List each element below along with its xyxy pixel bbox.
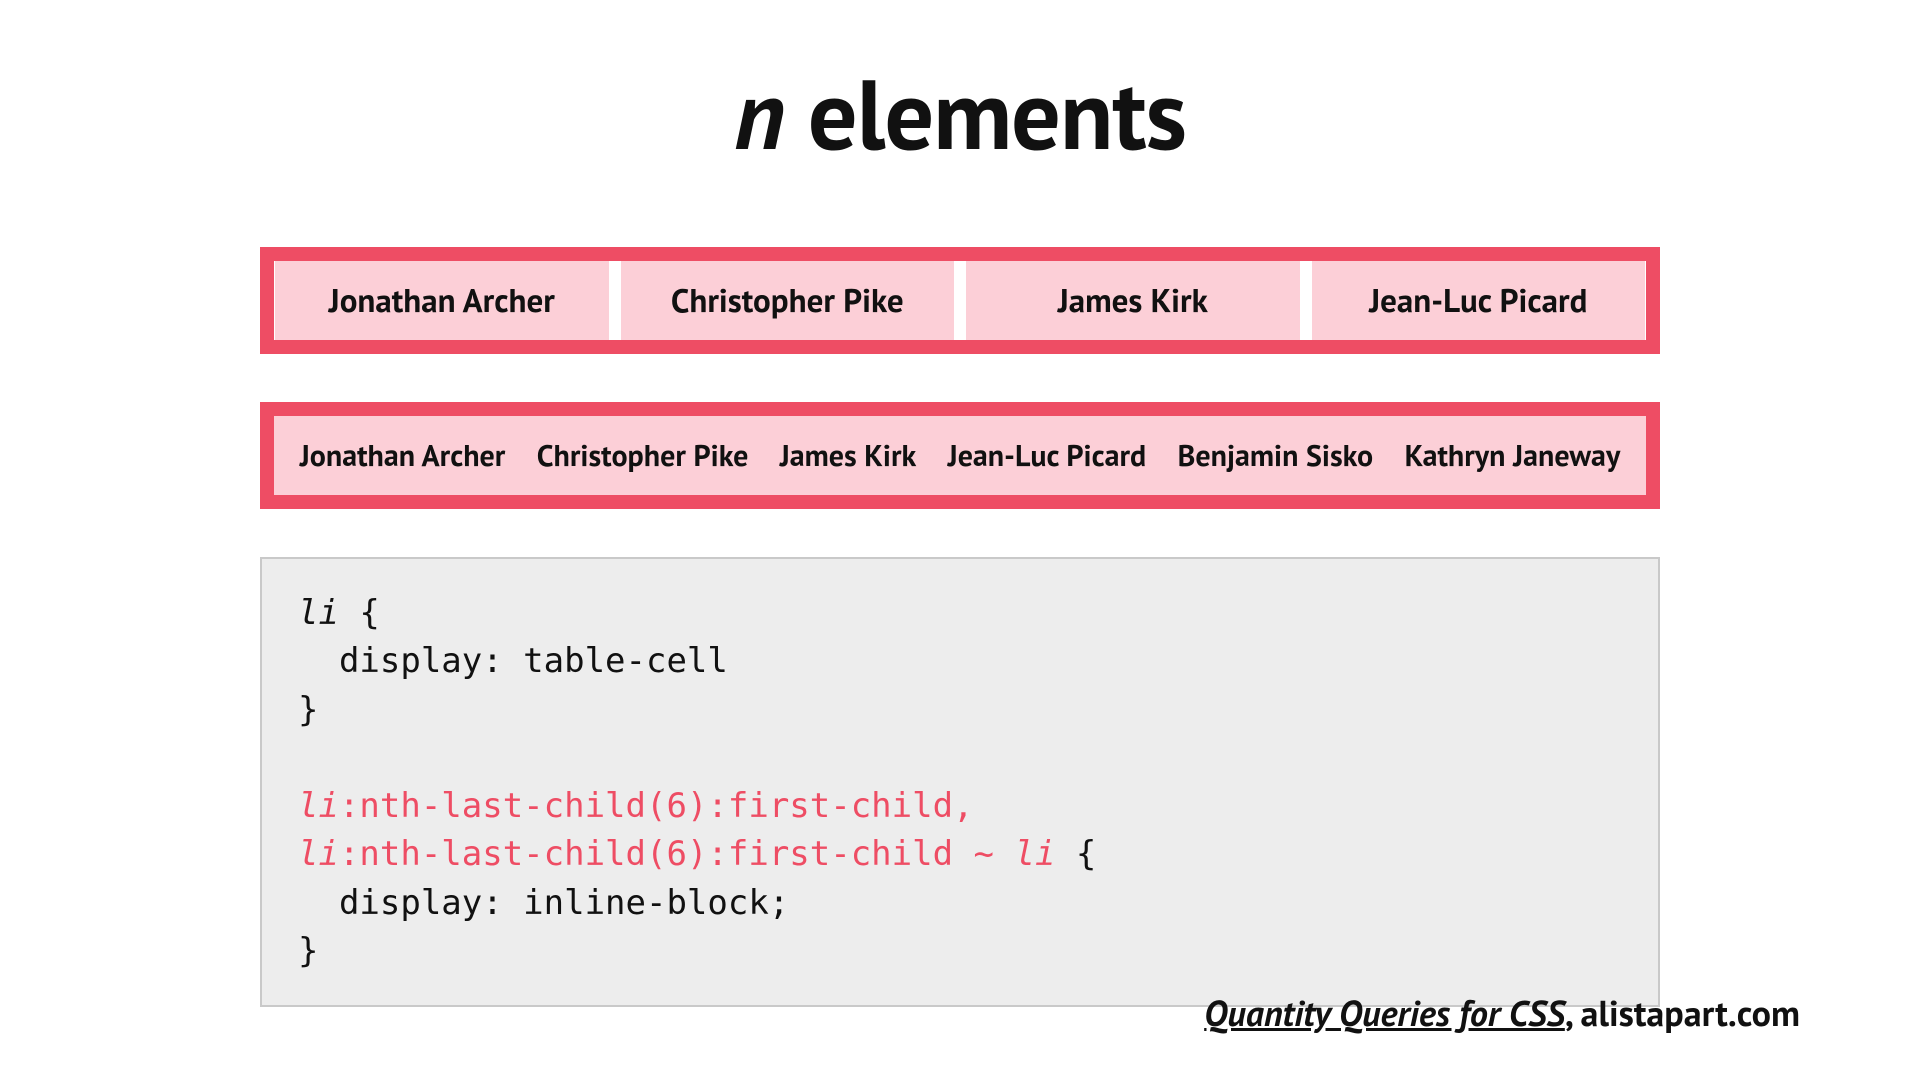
- title-rest: elements: [784, 50, 1186, 177]
- citation-sep: ,: [1565, 989, 1581, 1036]
- list-item: Jean-Luc Picard: [940, 436, 1155, 475]
- citation-link[interactable]: Quantity Queries for CSS: [1204, 989, 1565, 1036]
- list-item: Jonathan Archer: [292, 436, 514, 475]
- list-item: Kathryn Janeway: [1397, 436, 1629, 475]
- slide: n elements Jonathan ArcherChristopher Pi…: [0, 0, 1920, 1080]
- list-item: Benjamin Sisko: [1170, 436, 1382, 475]
- list-item: Jean-Luc Picard: [1312, 261, 1646, 340]
- list-item: Christopher Pike: [529, 436, 757, 475]
- slide-title: n elements: [260, 50, 1660, 177]
- title-n: n: [734, 50, 784, 177]
- css-code-block: li { display: table-cell} li:nth-last-ch…: [260, 557, 1660, 1007]
- citation-site: alistapart.com: [1581, 989, 1800, 1036]
- list-item: Jonathan Archer: [275, 261, 609, 340]
- example-list-six: Jonathan Archer Christopher Pike James Kir…: [260, 402, 1660, 509]
- example-list-four: Jonathan ArcherChristopher PikeJames Kir…: [260, 247, 1660, 354]
- list-item: James Kirk: [966, 261, 1300, 340]
- list-item: James Kirk: [772, 436, 924, 475]
- list-item: Christopher Pike: [621, 261, 955, 340]
- citation-footer: Quantity Queries for CSS, alistapart.com: [1204, 989, 1800, 1036]
